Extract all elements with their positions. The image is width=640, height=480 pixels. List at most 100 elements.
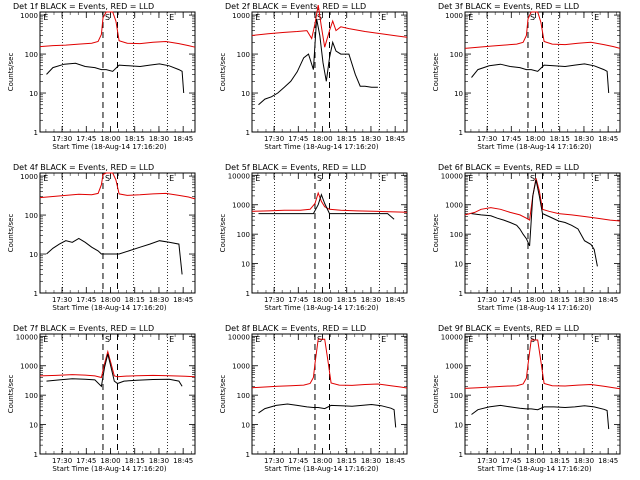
x-tick-label: 18:15 [125,457,145,465]
lld-series-line [464,11,621,49]
x-tick-label: 18:30 [574,135,594,143]
chart-panel-6: Det 6f BLACK = Events, RED = LLD 1 10 100 10… [432,163,621,312]
lld-series-line [39,349,196,379]
interval-marker: E [43,13,48,22]
y-tick-label: 10 [241,261,250,269]
chart-panel-1: Det 1f BLACK = Events, RED = LLD 1 10 100 10… [7,2,196,151]
x-tick-label: 17:30 [52,457,72,465]
y-tick-label: 10 [454,261,463,269]
interval-marker: E [381,13,386,22]
y-tick-label: 1000 [232,12,250,20]
y-axis-label: Counts/sec [432,214,440,253]
interval-marker: E [594,335,599,344]
y-tick-label: 1000 [20,363,38,371]
interval-marker: E [468,174,473,183]
x-tick-label: 18:30 [149,296,169,304]
events-series-line [471,63,610,94]
x-tick-label: 18:00 [312,457,332,465]
x-tick-label: 18:15 [337,296,357,304]
y-tick-label: 100 [237,231,250,239]
x-tick-label: 18:00 [312,135,332,143]
y-tick-label: 1 [246,290,250,298]
y-tick-label: 10000 [228,333,250,341]
y-axis-label: Counts/sec [7,214,15,253]
chart-panel-3: Det 3f BLACK = Events, RED = LLD 1 10 100 10… [432,2,621,151]
x-axis-label: Start Time (18-Aug-14 17:16:20) [477,465,591,473]
x-tick-label: 17:30 [52,135,72,143]
x-tick-label: 17:30 [52,296,72,304]
x-tick-label: 18:00 [100,296,120,304]
y-tick-label: 1 [246,451,250,459]
y-tick-label: 100 [237,51,250,59]
x-tick-label: 17:45 [501,135,521,143]
x-tick-label: 18:30 [361,457,381,465]
x-tick-label: 18:45 [385,135,405,143]
x-tick-label: 18:30 [574,457,594,465]
y-axis-label: Counts/sec [7,375,15,414]
events-series-line [258,193,395,220]
interval-marker: S [317,13,322,22]
y-tick-label: 10000 [441,333,463,341]
chart-title: Det 8f BLACK = Events, RED = LLD [225,324,366,333]
y-tick-label: 10000 [16,333,38,341]
lld-series-line [251,338,408,389]
y-tick-label: 10 [241,90,250,98]
y-axis-label: Counts/sec [432,375,440,414]
x-tick-label: 17:45 [288,135,308,143]
x-tick-label: 17:30 [264,135,284,143]
x-tick-label: 17:30 [477,135,497,143]
x-tick-label: 18:15 [550,135,570,143]
x-tick-label: 18:30 [149,135,169,143]
interval-marker: S [105,13,110,22]
chart-panel-8: Det 8f BLACK = Events, RED = LLD 1 10 100 10… [219,324,408,473]
lld-series-line [251,5,408,48]
interval-marker: E [169,335,174,344]
interval-marker: S [530,13,535,22]
events-series-line [471,404,610,430]
x-tick-label: 18:45 [173,135,193,143]
x-tick-label: 17:45 [76,296,96,304]
x-tick-label: 18:45 [173,457,193,465]
y-tick-label: 1000 [445,202,463,210]
y-tick-label: 1 [459,290,463,298]
y-tick-label: 1 [34,290,38,298]
y-tick-label: 100 [25,392,38,400]
y-tick-label: 1 [459,451,463,459]
events-series-line [46,62,185,94]
interval-marker: E [169,13,174,22]
chart-panel-7: Det 7f BLACK = Events, RED = LLD 1 10 100 10… [7,324,196,473]
y-tick-label: 1 [459,129,463,137]
y-tick-label: 10 [29,90,38,98]
chart-title: Det 5f BLACK = Events, RED = LLD [225,163,366,172]
interval-marker: S [317,174,322,183]
x-tick-label: 17:45 [288,296,308,304]
y-axis-label: Counts/sec [432,53,440,92]
y-tick-label: 1000 [20,173,38,181]
x-axis-label: Start Time (18-Aug-14 17:16:20) [477,143,591,151]
y-tick-label: 10 [454,422,463,430]
x-tick-label: 18:15 [337,135,357,143]
x-axis-label: Start Time (18-Aug-14 17:16:20) [264,465,378,473]
y-tick-label: 10 [29,422,38,430]
chart-panel-9: Det 9f BLACK = Events, RED = LLD 1 10 100 10… [432,324,621,473]
interval-marker: E [169,174,174,183]
y-tick-label: 1000 [232,202,250,210]
lld-series-line [39,11,196,48]
interval-marker: E [468,335,473,344]
events-series-line [258,403,397,428]
x-tick-label: 18:30 [361,135,381,143]
x-axis-label: Start Time (18-Aug-14 17:16:20) [264,304,378,312]
lld-series-line [251,191,408,213]
chart-title: Det 6f BLACK = Events, RED = LLD [438,163,579,172]
y-tick-label: 1000 [20,12,38,20]
chart-title: Det 2f BLACK = Events, RED = LLD [225,2,366,11]
x-tick-label: 18:00 [525,135,545,143]
interval-marker: S [105,174,110,183]
x-axis-label: Start Time (18-Aug-14 17:16:20) [52,304,166,312]
interval-marker: E [255,335,260,344]
x-tick-label: 17:45 [501,296,521,304]
x-axis-label: Start Time (18-Aug-14 17:16:20) [52,465,166,473]
interval-marker: E [381,174,386,183]
x-tick-label: 18:00 [100,135,120,143]
